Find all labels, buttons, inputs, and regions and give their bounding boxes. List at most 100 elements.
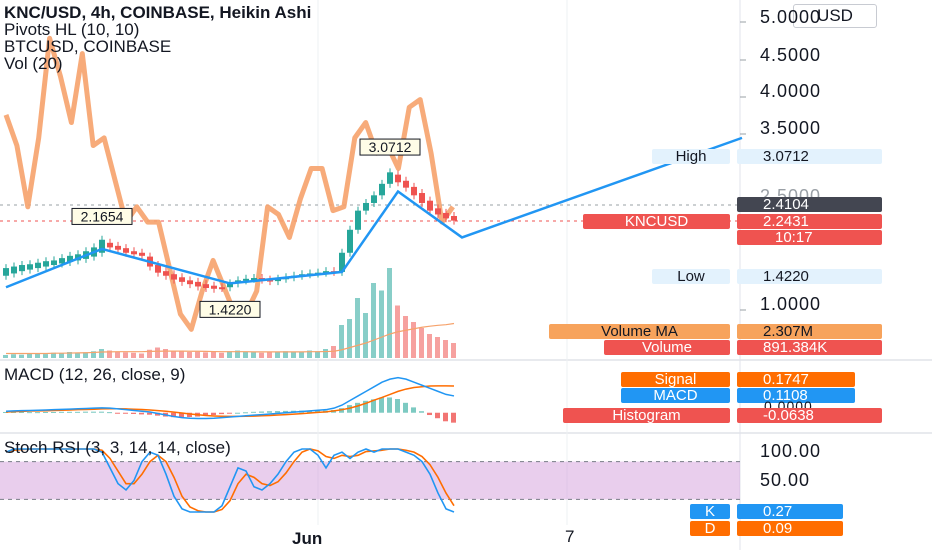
volume-bar <box>387 268 392 358</box>
volume-bar <box>107 350 112 358</box>
volume-ma <box>6 322 455 355</box>
volume-bar <box>203 352 208 358</box>
candle <box>451 216 457 221</box>
volume-bar <box>139 353 144 358</box>
histogram-bar <box>283 410 288 413</box>
pivot-label-text: 3.0712 <box>369 139 412 155</box>
volume-bar <box>67 352 72 358</box>
volume-bar <box>131 352 136 358</box>
volume-bar <box>347 319 352 358</box>
pivot-label-box <box>199 300 261 318</box>
stoch-title[interactable]: Stoch RSI (3, 3, 14, 14, close) <box>4 438 231 457</box>
candle <box>123 248 129 253</box>
volume-bars <box>3 268 456 358</box>
candle <box>219 287 225 290</box>
candle <box>59 258 65 264</box>
volume-bar <box>219 352 224 358</box>
histogram-bar <box>43 411 48 413</box>
stoch-pane <box>0 448 740 513</box>
histogram-bar <box>91 411 96 413</box>
volume-bar <box>19 354 24 358</box>
candle <box>35 262 41 269</box>
symbol-label-value: 2.2431 <box>737 214 882 229</box>
histogram-bar <box>75 411 80 413</box>
volume-bar <box>51 352 56 358</box>
x-tick-jun: Jun <box>292 529 323 548</box>
macd-line <box>5 376 455 420</box>
price-tick: 3.5000 <box>760 118 822 138</box>
signal-label-value: 0.1747 <box>737 372 855 387</box>
volume-ma-value: 2.307M <box>737 324 882 339</box>
candle <box>131 251 137 255</box>
histogram-bar <box>147 412 152 415</box>
histogram-label-value: -0.0638 <box>737 408 882 423</box>
candle <box>99 239 105 253</box>
price-tick: 1.0000 <box>760 294 822 314</box>
volume-bar <box>59 353 64 358</box>
histogram-bar <box>83 411 88 413</box>
volume-bar <box>35 353 40 358</box>
candle <box>355 210 361 230</box>
candle <box>107 242 113 248</box>
histogram-bar <box>275 411 280 413</box>
candle <box>195 281 201 287</box>
price-tick: 5.0000 <box>760 7 822 27</box>
candle <box>11 266 17 274</box>
chart-title: KNC/USD, 4h, COINBASE, Heikin Ashi <box>4 3 312 22</box>
price-tick: 4.0000 <box>760 81 822 101</box>
histogram-bar <box>155 412 160 416</box>
volume-bar <box>275 352 280 358</box>
histogram-bar <box>11 411 16 413</box>
d-label-title: D <box>690 521 730 536</box>
indicator-volume[interactable]: Vol (20) <box>4 54 63 73</box>
volume-ma-line <box>6 322 455 355</box>
volume-bar <box>355 298 360 358</box>
low-label-value: 1.4220 <box>737 269 882 284</box>
price-tick: 4.5000 <box>760 45 822 65</box>
volume-bar <box>307 350 312 358</box>
indicator-pivots[interactable]: Pivots HL (10, 10) <box>4 20 140 39</box>
volume-bar <box>195 351 200 358</box>
volume-bar <box>99 349 104 358</box>
macd-title[interactable]: MACD (12, 26, close, 9) <box>4 365 186 384</box>
candle <box>227 283 233 288</box>
histogram-bar <box>139 412 144 415</box>
volume-bar <box>267 351 272 358</box>
histogram-bar <box>59 411 64 413</box>
volume-bar <box>435 337 440 358</box>
volume-bar <box>163 349 168 358</box>
candle <box>43 261 49 267</box>
volume-bar <box>427 334 432 358</box>
histogram-bar <box>107 412 112 414</box>
candle <box>275 278 281 282</box>
volume-bar <box>11 354 16 358</box>
candle <box>387 172 393 184</box>
pivot-label-box <box>359 138 421 156</box>
high-label-title: High <box>652 149 730 164</box>
stoch-band <box>0 461 740 500</box>
candle <box>243 278 249 281</box>
pivot-label-box <box>71 207 133 225</box>
candle <box>363 202 369 211</box>
histogram-bar <box>27 412 32 414</box>
histogram-bar <box>211 412 216 416</box>
k-label-value: 0.27 <box>737 504 843 519</box>
indicator-btc[interactable]: BTCUSD, COINBASE <box>4 37 172 56</box>
candle <box>347 229 353 253</box>
histogram-bar <box>451 412 456 423</box>
histogram-bar <box>419 411 424 413</box>
histogram-bar <box>35 412 40 414</box>
candle <box>371 195 377 203</box>
histogram-bar <box>67 411 72 413</box>
histogram-bar <box>99 411 104 413</box>
volume-bar <box>83 352 88 358</box>
volume-value: 891.384K <box>737 340 882 355</box>
currency-selector[interactable]: USD <box>793 4 877 28</box>
countdown-label: 10:17 <box>737 230 882 245</box>
pivot-label-text: 1.4220 <box>209 301 252 317</box>
signal-label-title: Signal <box>621 372 730 387</box>
volume-bar <box>115 351 120 358</box>
symbol-label-title: KNCUSD <box>583 214 730 229</box>
candle <box>435 208 441 215</box>
